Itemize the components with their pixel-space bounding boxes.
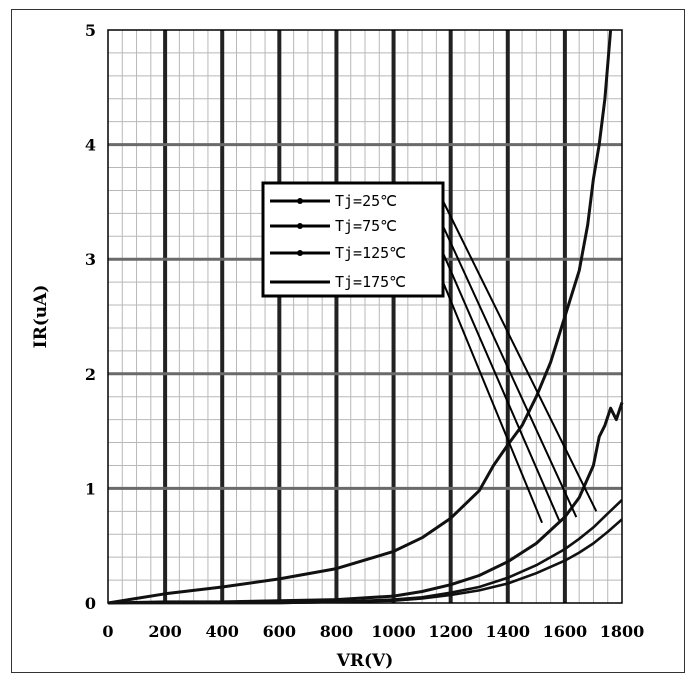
x-axis-title: VR(V)	[336, 651, 394, 671]
legend-label-4: Tj=175℃	[335, 273, 406, 291]
legend-marker-3	[297, 250, 303, 256]
y-tick-label: 1	[85, 479, 96, 498]
legend-leader-4	[443, 282, 542, 523]
legend-label-1: Tj=25℃	[335, 192, 397, 210]
y-tick-label: 2	[85, 365, 96, 384]
legend-leader-1	[443, 201, 596, 511]
x-tick-labels: 0 200 400 600 800 1000 1200 1400 1600 1800	[102, 622, 644, 641]
x-tick-label: 800	[320, 622, 353, 641]
minor-gridlines	[108, 30, 622, 603]
y-tick-label: 4	[85, 136, 96, 155]
x-tick-label: 600	[263, 622, 296, 641]
legend: Tj=25℃ Tj=75℃ Tj=125℃ Tj=175℃	[263, 183, 443, 296]
x-tick-label: 1400	[486, 622, 531, 641]
y-tick-label: 0	[85, 594, 96, 613]
x-tick-label: 1800	[600, 622, 645, 641]
legend-leader-lines	[443, 201, 596, 523]
legend-label-3: Tj=125℃	[335, 244, 406, 262]
x-tick-label: 1000	[371, 622, 416, 641]
series-line-4	[108, 30, 611, 603]
legend-marker-1	[297, 198, 303, 204]
y-tick-label: 5	[85, 21, 96, 40]
y-axis-title: IR(uA)	[31, 285, 51, 349]
legend-label-2: Tj=75℃	[335, 217, 397, 235]
legend-marker-2	[297, 223, 303, 229]
x-tick-label: 1600	[543, 622, 588, 641]
x-tick-label: 400	[206, 622, 239, 641]
y-tick-label: 3	[85, 250, 96, 269]
x-tick-label: 200	[148, 622, 181, 641]
x-tick-label: 1200	[428, 622, 473, 641]
x-tick-label: 0	[102, 622, 113, 641]
y-tick-labels: 0 1 2 3 4 5	[85, 21, 96, 613]
